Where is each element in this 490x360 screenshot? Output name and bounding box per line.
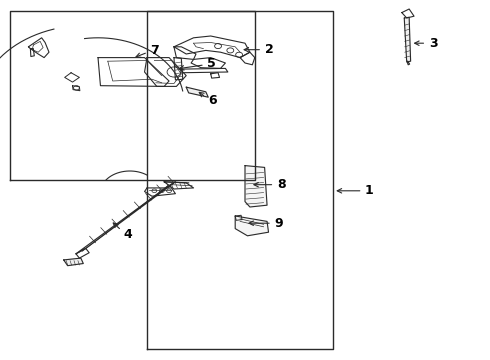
Text: 8: 8 <box>277 178 286 191</box>
Text: 1: 1 <box>365 184 374 197</box>
Text: 2: 2 <box>265 43 273 56</box>
Polygon shape <box>76 182 175 254</box>
Text: 3: 3 <box>429 37 438 50</box>
Polygon shape <box>235 216 269 236</box>
Polygon shape <box>64 258 83 266</box>
Polygon shape <box>186 87 208 97</box>
Text: 4: 4 <box>123 228 132 240</box>
Polygon shape <box>245 166 267 207</box>
Text: 5: 5 <box>207 57 216 70</box>
Text: 6: 6 <box>208 94 217 107</box>
Text: 7: 7 <box>150 44 159 57</box>
Text: 9: 9 <box>274 217 283 230</box>
Polygon shape <box>404 17 411 62</box>
